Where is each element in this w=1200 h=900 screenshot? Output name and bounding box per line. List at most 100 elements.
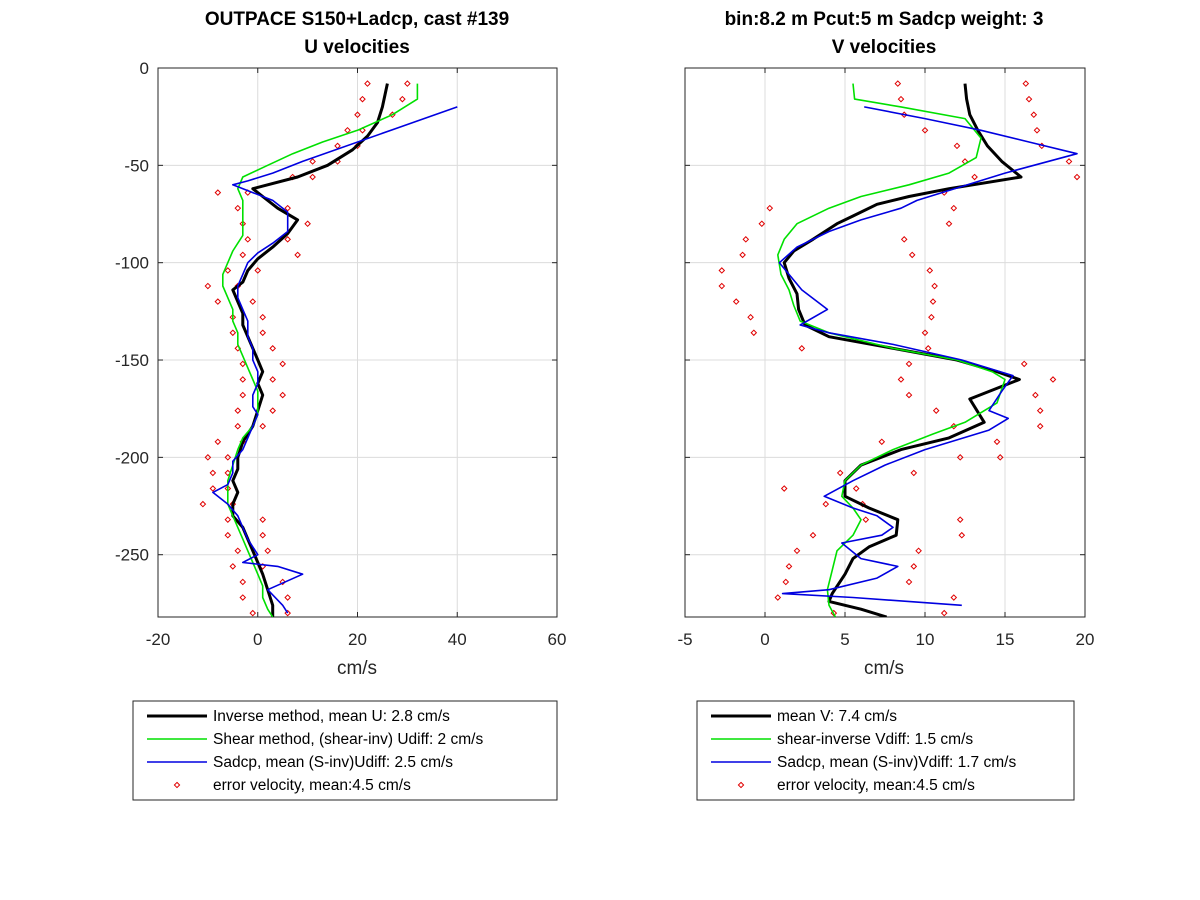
v-panel-error-velocity-point bbox=[809, 531, 817, 539]
v-panel-subtitle: V velocities bbox=[832, 37, 937, 58]
v-panel-error-velocity-point bbox=[900, 236, 908, 243]
u-panel-y-tick-label: -100 bbox=[115, 254, 149, 273]
v-panel-error-velocity-point bbox=[785, 563, 793, 570]
v-panel-x-axis-label: cm/s bbox=[864, 658, 904, 679]
u-panel-error-velocity-point bbox=[279, 391, 286, 399]
v-panel-error-velocity-point bbox=[852, 485, 860, 492]
v-panel-error-velocity-point bbox=[908, 251, 916, 259]
u-panel-error-velocity-point bbox=[204, 282, 212, 290]
u-panel-x-tick-label: 0 bbox=[253, 630, 262, 649]
u-panel-error-velocity-point bbox=[284, 204, 291, 212]
u-panel-error-velocity-point bbox=[234, 407, 242, 414]
u-panel-plot-area bbox=[199, 80, 458, 617]
v-panel-error-velocity-point bbox=[732, 298, 740, 305]
v-panel-legend-label: error velocity, mean:4.5 cm/s bbox=[777, 777, 975, 794]
v-panel-error-velocity-point bbox=[1032, 391, 1039, 399]
u-panel-error-velocity-point bbox=[214, 298, 222, 305]
v-panel-error-velocity-point bbox=[910, 469, 918, 477]
v-panel-error-velocity-point bbox=[956, 516, 964, 523]
u-panel-error-velocity-point bbox=[279, 578, 286, 586]
u-panel-legend-label: Shear method, (shear-inv) Udiff: 2 cm/s bbox=[213, 731, 483, 748]
u-panel-error-velocity-point bbox=[214, 189, 222, 196]
v-panel-error-velocity-point bbox=[950, 594, 958, 601]
u-panel-y-tick-label: -150 bbox=[115, 351, 149, 370]
v-panel-error-velocity-point bbox=[1073, 173, 1081, 181]
v-panel-error-velocity-point bbox=[953, 142, 961, 150]
u-panel-error-velocity-point bbox=[204, 454, 212, 461]
u-panel-title: OUTPACE S150+Ladcp, cast #139 bbox=[205, 9, 509, 30]
v-panel-error-velocity-point bbox=[915, 547, 922, 555]
v-panel-x-tick-label: 5 bbox=[840, 630, 849, 649]
u-panel-error-velocity-point bbox=[259, 313, 267, 321]
v-panel-error-velocity-point bbox=[926, 267, 934, 274]
v-panel-error-velocity-point bbox=[1036, 422, 1044, 430]
u-panel-error-velocity-point bbox=[264, 547, 272, 555]
v-panel-legend-label: shear-inverse Vdiff: 1.5 cm/s bbox=[777, 731, 973, 748]
u-panel-error-velocity-point bbox=[364, 80, 371, 87]
v-panel-error-velocity-point bbox=[905, 578, 913, 586]
u-panel-error-velocity-point bbox=[284, 236, 291, 243]
u-velocity-panel: OUTPACE S150+Ladcp, cast #139 U velociti… bbox=[115, 9, 566, 801]
v-panel-error-velocity-point bbox=[924, 345, 932, 352]
u-panel-y-tick-label: -250 bbox=[115, 546, 149, 565]
v-panel-error-velocity-point bbox=[905, 360, 913, 368]
v-panel-error-velocity-point bbox=[897, 376, 905, 383]
v-panel-error-velocity-point bbox=[793, 547, 801, 555]
v-panel-legend-marker bbox=[737, 781, 745, 789]
u-panel-x-axis-label: cm/s bbox=[337, 658, 377, 679]
u-panel-error-velocity-point bbox=[309, 158, 316, 165]
v-panel-legend-label: Sadcp, mean (S-inv)Vdiff: 1.7 cm/s bbox=[777, 754, 1016, 771]
u-panel-error-velocity-point bbox=[294, 251, 301, 259]
u-panel-error-velocity-point bbox=[234, 422, 242, 430]
u-panel-error-velocity-point bbox=[199, 500, 207, 508]
u-panel-error-velocity-point bbox=[224, 531, 232, 539]
v-panel-error-velocity-point bbox=[758, 220, 766, 228]
v-panel-error-velocity-point bbox=[956, 454, 964, 461]
u-panel-error-velocity-point bbox=[269, 376, 277, 383]
u-panel-subtitle: U velocities bbox=[304, 37, 410, 58]
v-panel-x-ticks: -5 0 5 10 15 20 bbox=[677, 68, 1094, 649]
v-panel-error-velocity-point bbox=[929, 298, 937, 305]
u-panel-error-velocity-point bbox=[359, 95, 366, 103]
u-panel-error-velocity-point bbox=[224, 469, 232, 477]
v-panel-error-velocity-point bbox=[958, 531, 966, 539]
u-panel-x-tick-label: -20 bbox=[146, 630, 171, 649]
v-panel-error-velocity-point bbox=[742, 236, 750, 243]
u-panel-error-velocity-point bbox=[269, 407, 277, 414]
v-panel-x-tick-label: 10 bbox=[916, 630, 935, 649]
v-panel-x-tick-label: 0 bbox=[760, 630, 769, 649]
v-panel-x-tick-label: 15 bbox=[996, 630, 1015, 649]
v-panel-legend: mean V: 7.4 cm/s shear-inverse Vdiff: 1.5… bbox=[696, 700, 1075, 801]
u-panel-legend-marker bbox=[173, 781, 181, 789]
u-panel-legend: Inverse method, mean U: 2.8 cm/s Shear me… bbox=[132, 700, 558, 801]
v-panel-legend-label: mean V: 7.4 cm/s bbox=[777, 708, 897, 725]
v-panel-x-tick-label: -5 bbox=[677, 630, 692, 649]
v-panel-error-velocity-point bbox=[971, 173, 978, 181]
u-panel-error-velocity-point bbox=[254, 267, 262, 274]
v-panel-error-velocity-point bbox=[774, 594, 782, 601]
v-panel-error-velocity-point bbox=[1049, 376, 1057, 383]
u-panel-legend-label: error velocity, mean:4.5 cm/s bbox=[213, 777, 411, 794]
v-panel-error-velocity-point bbox=[822, 500, 830, 508]
u-panel-error-velocity-point bbox=[234, 204, 242, 212]
u-panel-error-velocity-point bbox=[239, 578, 247, 586]
u-panel-error-velocity-point bbox=[259, 531, 267, 539]
u-panel-error-velocity-point bbox=[404, 80, 411, 87]
v-panel-error-velocity-point bbox=[931, 282, 938, 290]
u-panel-error-velocity-point bbox=[209, 485, 217, 492]
u-panel-error-velocity-point bbox=[239, 391, 247, 399]
v-panel-error-velocity-point bbox=[1030, 111, 1038, 119]
u-panel-error-velocity-point bbox=[284, 594, 291, 601]
u-panel-series bbox=[199, 80, 458, 617]
u-panel-y-tick-label: -50 bbox=[124, 156, 149, 175]
v-panel-error-velocity-point bbox=[940, 609, 948, 617]
v-panel-error-velocity-point bbox=[739, 251, 746, 259]
v-panel-plot-area bbox=[718, 80, 1081, 617]
u-panel-error-velocity-point bbox=[259, 422, 267, 430]
v-panel-x-tick-label: 20 bbox=[1076, 630, 1095, 649]
u-panel-error-velocity-point bbox=[229, 563, 237, 570]
u-panel-legend-label: Sadcp, mean (S-inv)Udiff: 2.5 cm/s bbox=[213, 754, 453, 771]
u-panel-error-velocity-point bbox=[209, 469, 217, 477]
v-panel-error-velocity-point bbox=[878, 438, 886, 446]
